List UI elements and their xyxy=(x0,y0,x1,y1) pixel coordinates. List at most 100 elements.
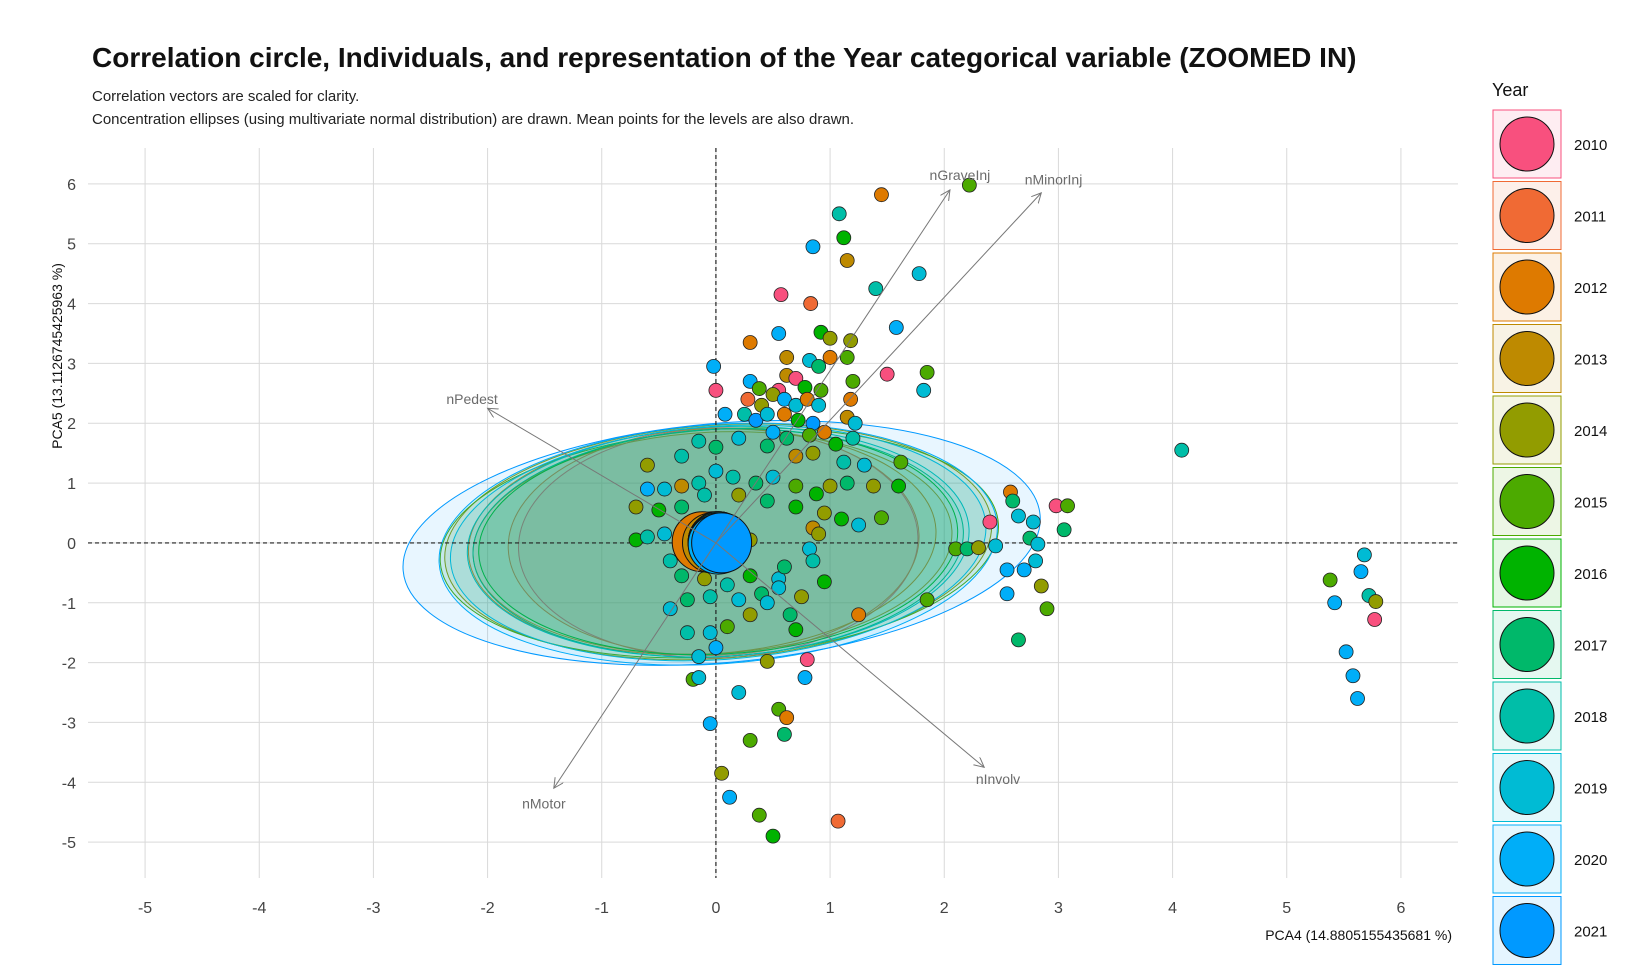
point-2019 xyxy=(731,685,747,700)
legend-label: 2012 xyxy=(1574,280,1607,297)
point-2017 xyxy=(708,439,724,455)
point-2012 xyxy=(874,187,889,203)
y-tick-label: 3 xyxy=(67,356,76,373)
point-2013 xyxy=(839,253,855,268)
point-2019 xyxy=(788,397,804,413)
axis-ticks: -5 -4 -3 -2 -1 0 1 2 3 4 5 6 -5 -4 -3 -2 -1 0 1 2 3 4 5 6 xyxy=(62,177,1406,917)
point-2017 xyxy=(1011,632,1026,648)
point-2012 xyxy=(779,710,795,726)
point-2015 xyxy=(893,454,909,470)
point-2020 xyxy=(702,716,718,732)
legend-item-2011: 2011 xyxy=(1492,181,1606,250)
point-2019 xyxy=(691,670,707,685)
point-2020 xyxy=(1338,644,1354,660)
point-2014 xyxy=(816,505,832,521)
legend-label: 2014 xyxy=(1574,423,1607,440)
point-2019 xyxy=(657,526,672,542)
x-tick-label: 2 xyxy=(940,900,949,917)
legend-label: 2021 xyxy=(1574,924,1607,941)
point-2011 xyxy=(830,813,846,829)
point-2015 xyxy=(839,350,855,365)
y-tick-label: -5 xyxy=(62,835,76,852)
point-2019 xyxy=(765,469,781,485)
point-2019 xyxy=(811,397,827,413)
point-2014 xyxy=(971,540,986,556)
point-2017 xyxy=(1005,493,1021,509)
point-2019 xyxy=(657,481,672,497)
legend-key-marker xyxy=(1499,831,1555,887)
point-2020 xyxy=(771,326,787,341)
legend-item-2017: 2017 xyxy=(1492,610,1607,679)
point-2012 xyxy=(816,424,832,440)
point-2020 xyxy=(706,359,722,374)
point-2014 xyxy=(1033,578,1049,594)
point-2019 xyxy=(1030,536,1046,552)
x-axis-label: PCA4 (14.8805155435681 %) xyxy=(1265,927,1452,943)
point-2018 xyxy=(640,529,655,545)
x-tick-label: -5 xyxy=(138,900,152,917)
point-2019 xyxy=(988,538,1004,554)
point-2017 xyxy=(782,607,798,623)
legend-key-marker xyxy=(1499,760,1555,815)
point-2014 xyxy=(714,765,730,781)
point-2018 xyxy=(691,433,707,449)
point-2010 xyxy=(1367,612,1383,627)
point-2018 xyxy=(674,448,690,464)
point-2020 xyxy=(888,320,904,335)
legend-item-2015: 2015 xyxy=(1492,467,1607,536)
point-2018 xyxy=(719,577,735,593)
point-2018 xyxy=(702,589,718,605)
point-2012 xyxy=(742,335,758,350)
point-2020 xyxy=(640,481,655,497)
point-2015 xyxy=(751,807,767,823)
point-2010 xyxy=(773,287,789,302)
point-2016 xyxy=(834,511,849,527)
point-2016 xyxy=(828,436,844,452)
point-2011 xyxy=(803,296,819,311)
y-tick-label: 0 xyxy=(67,536,76,553)
point-2017 xyxy=(811,359,827,374)
y-tick-label: 4 xyxy=(67,297,76,314)
point-2014 xyxy=(628,499,644,515)
point-2015 xyxy=(874,510,889,526)
legend-title: Year xyxy=(1492,80,1528,100)
point-2012 xyxy=(843,391,859,407)
point-2020 xyxy=(805,239,821,255)
point-2010 xyxy=(788,370,804,386)
vector-label-nPedest: nPedest xyxy=(446,391,497,407)
individual-points xyxy=(628,177,1384,844)
year-mean-points xyxy=(671,511,753,575)
point-2012 xyxy=(822,350,838,365)
point-2018 xyxy=(836,454,852,470)
vector-label-nGraveInj: nGraveInj xyxy=(930,167,991,183)
point-2020 xyxy=(722,789,738,805)
point-2017 xyxy=(777,726,792,742)
legend-item-2016: 2016 xyxy=(1492,538,1607,608)
point-2016 xyxy=(808,486,824,502)
point-2014 xyxy=(805,445,821,461)
vector-label-nMotor: nMotor xyxy=(522,795,566,811)
point-2016 xyxy=(742,568,758,584)
x-tick-label: -4 xyxy=(252,900,266,917)
point-2012 xyxy=(799,391,815,407)
legend-item-2014: 2014 xyxy=(1492,395,1607,465)
point-2018 xyxy=(737,406,752,422)
point-2020 xyxy=(999,562,1015,578)
point-2010 xyxy=(799,652,815,667)
point-2016 xyxy=(797,379,813,395)
point-2019 xyxy=(691,649,707,665)
point-2013 xyxy=(674,478,690,494)
point-2018 xyxy=(845,430,861,446)
legend-key-marker xyxy=(1499,617,1555,672)
point-2015 xyxy=(719,619,735,635)
y-tick-label: -2 xyxy=(62,656,76,673)
point-2019 xyxy=(771,580,787,596)
correlation-vectors: nGraveInj nMinorInj nPedest nMotor nInvolv xyxy=(446,167,1082,811)
point-2018 xyxy=(697,487,712,503)
point-2018 xyxy=(805,553,821,569)
legend-key-marker xyxy=(1499,903,1555,958)
legend-key-marker xyxy=(1499,331,1555,386)
legend-key-marker xyxy=(1499,116,1555,172)
point-2011 xyxy=(740,391,756,407)
